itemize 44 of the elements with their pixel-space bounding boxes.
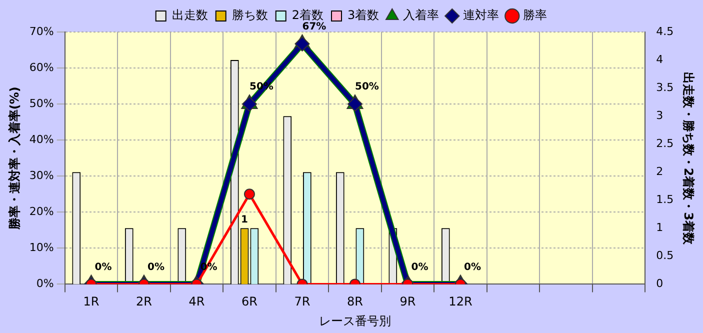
y2-tick-label: 0.5	[656, 249, 674, 262]
point	[294, 36, 310, 52]
legend-label: 連対率	[463, 8, 500, 22]
legend-label: 2着数	[292, 8, 324, 22]
x-tick-label: 7R	[294, 294, 310, 309]
y-tick-label: 70%	[29, 24, 54, 38]
y2-tick-label: 4	[656, 52, 664, 66]
x-tick-label: 6R	[241, 294, 258, 309]
y-tick-label: 30%	[29, 168, 54, 182]
y-tick-label: 0%	[36, 277, 54, 290]
y2-tick-label: 4.5	[656, 24, 674, 38]
y-axis-title: 勝率・連対率・入着率(%)	[7, 86, 22, 231]
y-tick-label: 60%	[29, 60, 54, 74]
y2-axis-title: 出走数・勝ち数・2着数・3着数	[682, 72, 696, 246]
legend-label: 勝率	[523, 8, 548, 22]
data-label: 0%	[147, 262, 164, 273]
y-tick-label: 10%	[29, 241, 54, 254]
y2-tick-label: 0	[656, 277, 664, 290]
y2-tick-label: 1.5	[656, 192, 674, 206]
y2-tick-label: 3.5	[656, 80, 674, 94]
x-tick-label: 12R	[448, 294, 472, 309]
data-label: 0%	[411, 262, 428, 273]
y-tick-label: 40%	[29, 132, 54, 146]
data-label: 1	[241, 214, 248, 226]
legend-label: 入着率	[403, 8, 440, 22]
x-tick-label: 2R	[136, 294, 152, 309]
y-tick-label: 50%	[29, 96, 54, 110]
y2-tick-label: 3	[656, 108, 664, 122]
legend-label: 勝ち数	[232, 8, 268, 22]
y-tick-label: 20%	[29, 205, 54, 218]
data-label: 67%	[302, 21, 326, 32]
y2-tick-label: 2	[656, 164, 664, 178]
x-axis-title: レース番号別	[318, 314, 391, 328]
x-tick-label: 9R	[400, 294, 416, 309]
data-label: 0%	[464, 262, 481, 273]
x-tick-label: 4R	[188, 294, 205, 309]
data-label: 0%	[94, 262, 112, 273]
x-tick-label: 1R	[83, 294, 100, 309]
legend-label: 出走数	[172, 8, 208, 22]
data-label: 50%	[355, 82, 379, 93]
y2-tick-label: 1	[656, 221, 664, 234]
y2-tick-label: 2.5	[656, 136, 674, 150]
x-tick-label: 8R	[346, 294, 363, 309]
legend-label: 3着数	[348, 8, 380, 22]
